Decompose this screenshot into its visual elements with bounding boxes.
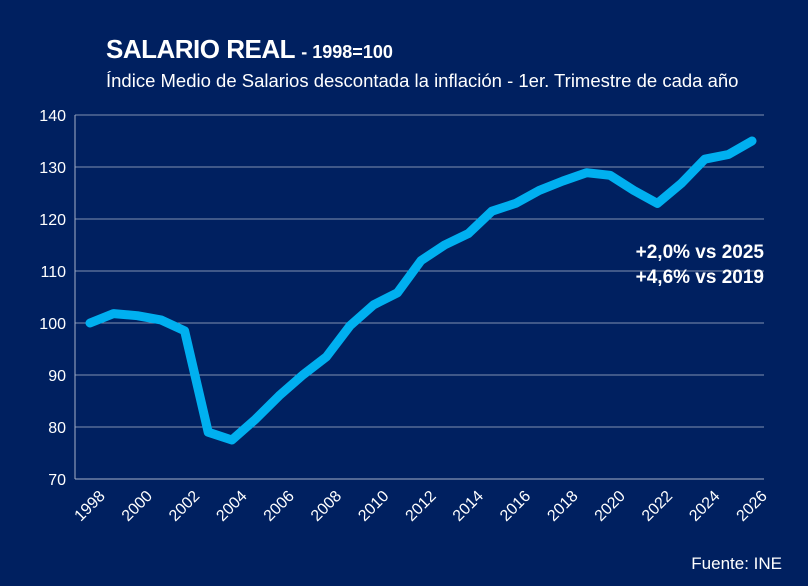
data-point xyxy=(278,394,281,397)
chart-title: SALARIO REAL - 1998=100 xyxy=(106,34,393,65)
data-point xyxy=(254,418,257,421)
data-point xyxy=(136,314,139,317)
data-point xyxy=(112,312,115,315)
x-axis-tick-labels: 1998 2000 2002 2004 2006 2008 2010 2012 2014 2016… xyxy=(72,488,771,525)
y-tick-label: 120 xyxy=(39,212,66,229)
data-point xyxy=(349,324,352,327)
y-tick-label: 110 xyxy=(40,264,66,281)
annotation-vs-2025: +2,0% vs 2025 xyxy=(636,242,765,263)
data-point xyxy=(159,318,162,321)
annotation-vs-2019: +4,6% vs 2019 xyxy=(636,267,764,288)
chart-title-suffix: - 1998=100 xyxy=(301,42,393,62)
x-tick-label: 2012 xyxy=(403,488,440,525)
series-layer xyxy=(85,136,757,445)
data-point xyxy=(609,174,612,177)
chart-title-main: SALARIO REAL xyxy=(106,34,295,64)
data-point xyxy=(230,439,233,441)
data-point xyxy=(656,202,659,205)
data-point xyxy=(561,180,564,183)
annotations: +2,0% vs 2025 +4,6% vs 2019 xyxy=(636,242,765,288)
x-tick-label: 2000 xyxy=(119,488,156,525)
data-point xyxy=(514,202,517,205)
data-point xyxy=(443,244,446,246)
data-point xyxy=(467,232,470,235)
x-tick-label: 2016 xyxy=(497,488,534,525)
x-tick-label: 2004 xyxy=(213,488,250,525)
y-tick-label: 70 xyxy=(48,472,66,489)
y-tick-label: 140 xyxy=(39,108,66,125)
data-point xyxy=(585,171,588,174)
x-tick-label: 2002 xyxy=(166,488,203,525)
data-point xyxy=(490,210,493,213)
x-tick-label: 2020 xyxy=(592,488,629,525)
x-tick-label: 2026 xyxy=(734,488,771,525)
x-tick-label: 1998 xyxy=(72,488,109,525)
y-axis-tick-labels: 70 80 90 100 110 120 130 140 xyxy=(39,108,66,489)
y-tick-label: 80 xyxy=(48,420,66,437)
data-point xyxy=(632,189,635,192)
x-tick-label: 2024 xyxy=(686,488,723,525)
data-point xyxy=(703,158,706,161)
y-tick-label: 100 xyxy=(39,316,66,333)
x-tick-label: 2008 xyxy=(308,488,345,525)
data-point xyxy=(372,303,375,306)
chart-subtitle: Índice Medio de Salarios descontada la i… xyxy=(106,70,739,91)
data-point xyxy=(751,140,753,142)
data-point xyxy=(538,189,541,192)
data-point xyxy=(301,374,304,376)
data-point xyxy=(325,355,328,358)
series-line-0 xyxy=(85,136,757,445)
y-tick-label: 130 xyxy=(39,160,66,177)
x-tick-label: 2006 xyxy=(261,488,298,525)
data-point xyxy=(727,153,730,156)
x-tick-label: 2014 xyxy=(450,488,487,525)
gridlines xyxy=(75,114,764,428)
data-point xyxy=(680,182,683,185)
data-point xyxy=(420,259,422,262)
data-point xyxy=(89,322,91,324)
source-label: Fuente: INE xyxy=(691,554,782,573)
data-point xyxy=(183,329,186,332)
x-tick-label: 2018 xyxy=(544,488,581,525)
x-tick-label: 2022 xyxy=(639,488,676,525)
y-tick-label: 90 xyxy=(48,368,66,385)
x-tick-label: 2010 xyxy=(355,488,392,525)
data-point xyxy=(396,291,399,294)
axes xyxy=(74,115,764,480)
data-point xyxy=(207,431,210,434)
